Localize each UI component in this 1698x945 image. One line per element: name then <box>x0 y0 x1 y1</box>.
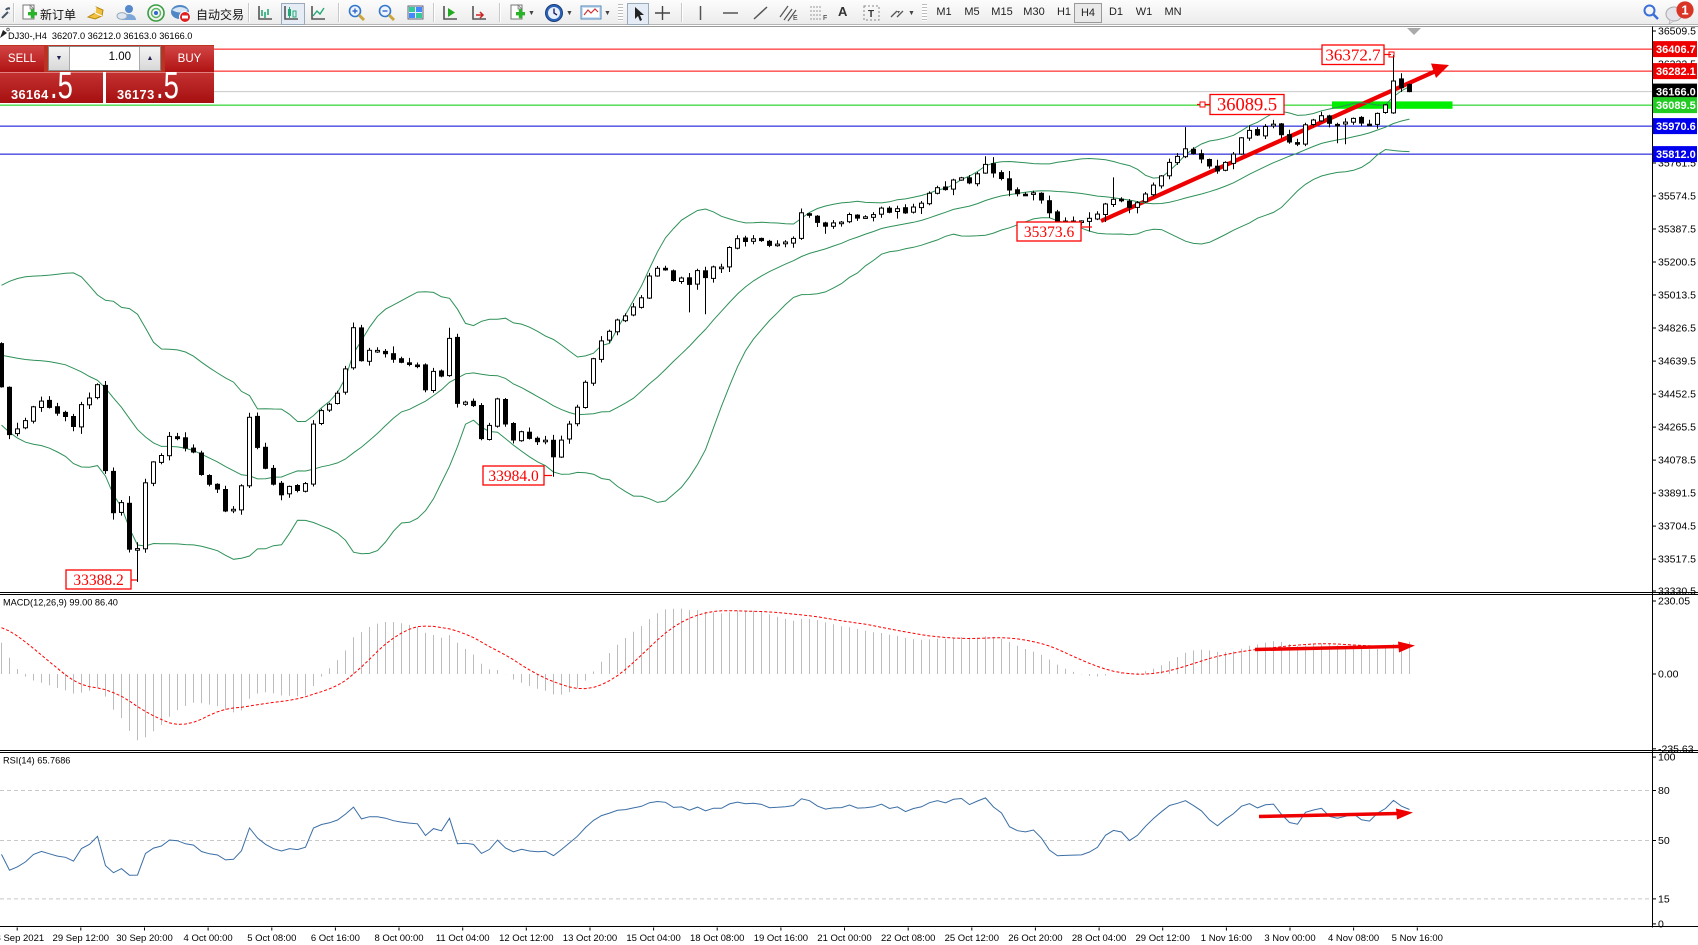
svg-text:E: E <box>793 15 798 22</box>
svg-text:29 Sep 12:00: 29 Sep 12:00 <box>53 933 110 944</box>
svg-text:80: 80 <box>1658 785 1670 797</box>
svg-text:35200.5: 35200.5 <box>1658 257 1696 269</box>
svg-text:18 Oct 08:00: 18 Oct 08:00 <box>690 933 744 944</box>
svg-text:36089.5: 36089.5 <box>1217 95 1277 115</box>
svg-text:36372.7: 36372.7 <box>1325 45 1381 64</box>
svg-text:34265.5: 34265.5 <box>1658 422 1696 434</box>
svg-text:34639.5: 34639.5 <box>1658 356 1696 368</box>
svg-text:1 Nov 16:00: 1 Nov 16:00 <box>1201 933 1252 944</box>
svg-text:35013.5: 35013.5 <box>1658 290 1696 302</box>
svg-text:0: 0 <box>1658 918 1664 930</box>
svg-text:33330.5: 33330.5 <box>1658 586 1696 598</box>
svg-text:15 Oct 04:00: 15 Oct 04:00 <box>626 933 680 944</box>
svg-text:11 Oct 04:00: 11 Oct 04:00 <box>436 933 490 944</box>
svg-text:100: 100 <box>1658 752 1676 764</box>
svg-text:8 Oct 00:00: 8 Oct 00:00 <box>374 933 423 944</box>
svg-text:28 Oct 04:00: 28 Oct 04:00 <box>1072 933 1126 944</box>
svg-text:35387.5: 35387.5 <box>1658 224 1696 236</box>
svg-text:4 Nov 08:00: 4 Nov 08:00 <box>1328 933 1379 944</box>
svg-text:4 Oct 00:00: 4 Oct 00:00 <box>184 933 233 944</box>
svg-text:26 Oct 20:00: 26 Oct 20:00 <box>1008 933 1062 944</box>
svg-text:5 Nov 16:00: 5 Nov 16:00 <box>1392 933 1443 944</box>
svg-text:33704.5: 33704.5 <box>1658 521 1696 533</box>
svg-text:0.00: 0.00 <box>1658 669 1679 681</box>
svg-text:34078.5: 34078.5 <box>1658 455 1696 467</box>
svg-text:6 Oct 16:00: 6 Oct 16:00 <box>311 933 360 944</box>
svg-text:25 Oct 12:00: 25 Oct 12:00 <box>945 933 999 944</box>
svg-text:33517.5: 33517.5 <box>1658 554 1696 566</box>
svg-text:3 Nov 00:00: 3 Nov 00:00 <box>1264 933 1315 944</box>
svg-text:21 Oct 00:00: 21 Oct 00:00 <box>817 933 871 944</box>
svg-text:33891.5: 33891.5 <box>1658 488 1696 500</box>
svg-text:-235.63: -235.63 <box>1658 743 1694 755</box>
svg-text:35812.0: 35812.0 <box>1656 149 1696 161</box>
svg-text:230.05: 230.05 <box>1658 596 1690 608</box>
svg-text:34452.5: 34452.5 <box>1658 389 1696 401</box>
svg-text:33984.0: 33984.0 <box>488 468 539 485</box>
svg-text:22 Oct 08:00: 22 Oct 08:00 <box>881 933 935 944</box>
svg-text:5 Oct 08:00: 5 Oct 08:00 <box>247 933 296 944</box>
svg-text:T: T <box>868 9 874 20</box>
svg-text:F: F <box>823 15 827 22</box>
svg-text:13 Oct 20:00: 13 Oct 20:00 <box>563 933 617 944</box>
svg-text:12 Oct 12:00: 12 Oct 12:00 <box>499 933 553 944</box>
svg-text:19 Oct 16:00: 19 Oct 16:00 <box>754 933 808 944</box>
svg-text:MACD(12,26,9) 99.00 86.40: MACD(12,26,9) 99.00 86.40 <box>3 598 118 608</box>
svg-text:36089.5: 36089.5 <box>1656 100 1696 112</box>
svg-text:28 Sep 2021: 28 Sep 2021 <box>0 933 44 944</box>
svg-text:DJ30-,H4 36207.0 36212.0 3616: DJ30-,H4 36207.0 36212.0 36163.0 36166.0 <box>8 31 192 41</box>
svg-text:36509.5: 36509.5 <box>1658 26 1696 38</box>
svg-text:35970.6: 35970.6 <box>1656 121 1696 133</box>
svg-text:15: 15 <box>1658 893 1670 905</box>
svg-text:29 Oct 12:00: 29 Oct 12:00 <box>1135 933 1189 944</box>
svg-text:33388.2: 33388.2 <box>73 572 123 589</box>
svg-text:36166.0: 36166.0 <box>1656 87 1696 99</box>
svg-text:34826.5: 34826.5 <box>1658 323 1696 335</box>
svg-text:36282.1: 36282.1 <box>1656 66 1696 78</box>
svg-text:1: 1 <box>1681 2 1688 17</box>
svg-text:RSI(14) 65.7686: RSI(14) 65.7686 <box>3 756 70 766</box>
svg-text:36406.7: 36406.7 <box>1656 44 1696 56</box>
svg-text:50: 50 <box>1658 835 1670 847</box>
svg-text:30 Sep 20:00: 30 Sep 20:00 <box>116 933 173 944</box>
svg-text:35574.5: 35574.5 <box>1658 191 1696 203</box>
svg-text:35373.6: 35373.6 <box>1024 224 1075 241</box>
